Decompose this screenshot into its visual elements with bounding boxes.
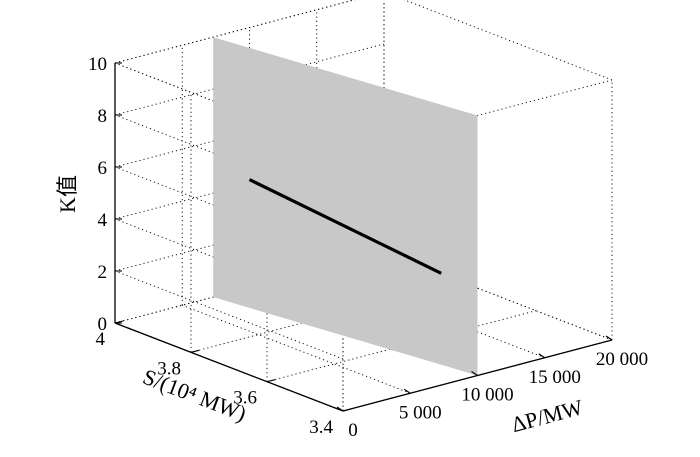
- z-tick-label: 8: [98, 106, 108, 127]
- y-tick-label: 4: [96, 329, 106, 350]
- z-axis-label: K值: [55, 175, 80, 213]
- z-tick-label: 0: [98, 314, 108, 335]
- y-tick-mark: [114, 320, 124, 324]
- x-tick-label: 15 000: [529, 367, 581, 388]
- series-line-0: [248, 178, 442, 275]
- x-tick-label: 20 000: [596, 349, 648, 370]
- y-tick-mark: [190, 349, 200, 353]
- y-axis-line: [114, 322, 344, 412]
- x-tick-label: 0: [348, 420, 358, 441]
- y-tick-label: 3.4: [309, 417, 333, 438]
- box-edge: [383, 251, 613, 341]
- x-tick-mark: [471, 371, 478, 376]
- plane-surface: [213, 37, 478, 376]
- x-tick-mark: [605, 335, 613, 341]
- x-tick-mark: [538, 353, 546, 359]
- x-axis-label: ΔP/MW: [509, 394, 586, 437]
- y-tick-label: 3.6: [233, 388, 257, 409]
- z-tick-label: 10: [88, 54, 107, 75]
- x-tick-mark: [403, 388, 411, 394]
- z-tick-label: 6: [98, 158, 108, 179]
- floor-grid-x: [182, 304, 411, 394]
- wall-grid-z: [114, 270, 344, 360]
- z-tick-label: 4: [98, 210, 108, 231]
- y-tick-mark: [342, 408, 352, 412]
- x-tick-label: 10 000: [461, 385, 513, 406]
- x-tick-mark: [336, 406, 344, 412]
- y-tick-label: 3.8: [157, 358, 181, 379]
- box-edge: [403, 0, 613, 81]
- z-tick-label: 2: [98, 262, 108, 283]
- x-tick-label: 5 000: [399, 402, 442, 423]
- y-tick-mark: [266, 379, 276, 383]
- box-edge: [114, 0, 356, 64]
